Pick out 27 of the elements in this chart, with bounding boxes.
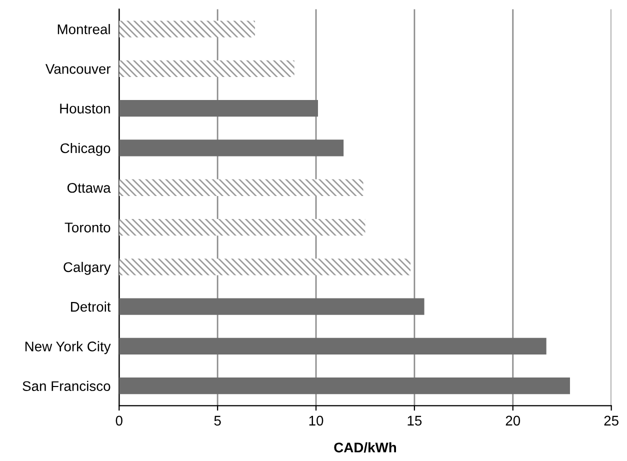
bar xyxy=(119,20,255,38)
y-tick-label: Vancouver xyxy=(45,64,111,74)
y-tick-label: Montreal xyxy=(58,24,110,34)
bar xyxy=(119,100,318,117)
x-tick-label: 25 xyxy=(604,416,618,426)
bar xyxy=(119,140,344,156)
y-tick-label: Chicago xyxy=(60,142,110,156)
x-tick-label: 20 xyxy=(506,416,520,426)
bar xyxy=(119,378,570,394)
y-tick-label: Houston xyxy=(60,104,110,114)
x-tick-label: 10 xyxy=(309,416,324,426)
bar xyxy=(119,258,411,276)
bar xyxy=(119,60,294,78)
y-tick-label: Ottawa xyxy=(67,182,111,193)
y-tick-label: Detroit xyxy=(71,302,111,312)
x-tick-label: 15 xyxy=(408,416,422,426)
y-tick-label: Toronto xyxy=(64,222,110,232)
y-tick-label: New York City xyxy=(25,341,111,354)
bar xyxy=(119,338,546,355)
x-axis-title: CAD/kWh xyxy=(334,442,396,453)
bar xyxy=(119,179,364,196)
bar xyxy=(119,298,424,315)
y-tick-label: San Francisco xyxy=(22,380,110,392)
x-tick-label: 0 xyxy=(116,416,122,426)
bar xyxy=(119,218,366,236)
x-tick-label: 5 xyxy=(214,416,221,426)
y-tick-label: Calgary xyxy=(64,262,111,275)
